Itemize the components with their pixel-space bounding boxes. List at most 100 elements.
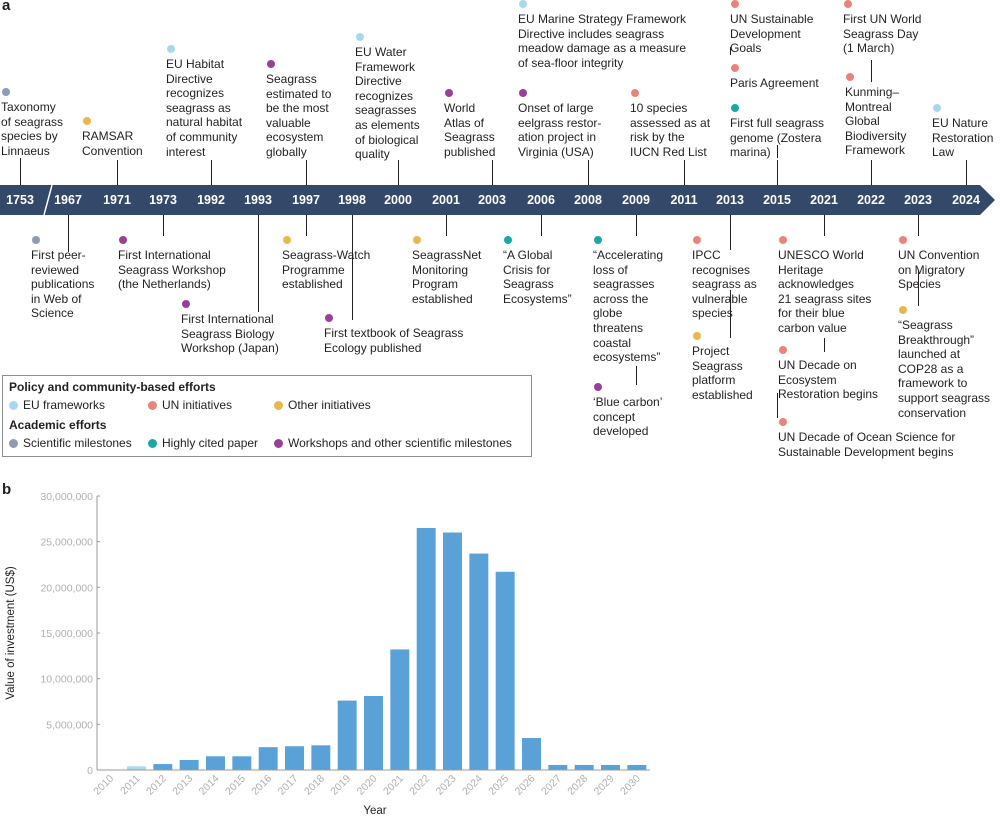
above-event: Paris Agreement [730,64,819,91]
above-event: EU Water Framework Directive recognizes … [355,33,420,162]
event-label: First full seagrass genome (Zostera mari… [730,116,825,160]
timeline-connector [636,366,637,385]
timeline-connector [918,215,919,236]
legend-item-other: Other initiatives [274,398,371,412]
timeline-connector [730,47,731,55]
timeline-year-1997: 1997 [292,193,320,207]
above-event: EU Marine Strategy Framework Directive i… [518,0,686,70]
timeline-connector [117,160,118,185]
timeline-connector [636,215,637,236]
timeline-year-2000: 2000 [384,193,412,207]
timeline-year-2001: 2001 [432,193,460,207]
event-label: First UN World Seagrass Day (1 March) [843,12,922,56]
bar-2025 [495,571,515,770]
event-marker-dot [594,383,602,391]
event-label: Onset of large eelgrass restor- ation pr… [518,101,602,159]
event-marker-dot [693,332,701,340]
bar-2028 [574,764,594,770]
timeline-year-2023: 2023 [904,193,932,207]
above-event: First UN World Seagrass Day (1 March) [843,0,921,56]
x-tick-label: 2010 [91,773,116,798]
event-marker-dot [844,0,852,8]
below-event: First International Seagrass Biology Wor… [181,300,279,356]
event-label: First peer- reviewed publications in Web… [31,248,95,321]
panel-a-letter: a [2,0,11,14]
legend-swatch-eu [9,401,18,410]
bar-2011 [127,766,146,770]
timeline-connector [20,158,21,185]
timeline-year-2003: 2003 [478,193,506,207]
timeline-year-2024: 2024 [952,193,980,207]
y-tick-label: 30,000,000 [40,491,93,503]
timeline-connector [777,393,778,418]
bar-2029 [601,764,620,770]
timeline-connector [730,215,731,250]
timeline-year-1753: 1753 [6,193,34,207]
x-tick-label: 2019 [328,773,353,798]
legend-swatch-un [148,401,157,410]
x-tick-label: 2025 [486,773,511,798]
bar-2020 [364,696,383,770]
event-label: World Atlas of Seagrass published [444,101,496,159]
event-label: Kunming– Montreal Global Biodiversity Fr… [845,85,907,158]
panel-b-letter: b [2,481,12,498]
event-label: UN Convention on Migratory Species [898,248,980,292]
bar-2027 [548,764,568,770]
above-event: First full seagrass genome (Zostera mari… [730,104,824,160]
event-marker-dot [519,0,527,8]
timeline-connector [306,160,307,185]
legend-label-workshop: Workshops and other scientific milestone… [288,436,512,450]
bar-2013 [179,759,199,770]
y-tick-label: 10,000,000 [40,674,93,686]
y-tick-label: 25,000,000 [40,537,93,549]
timeline-year-1992: 1992 [197,193,225,207]
x-tick-label: 2012 [144,773,169,798]
timeline-connector [446,215,447,236]
below-event: UNESCO World Heritage acknowledges 21 se… [778,236,871,336]
timeline-connector [541,215,542,236]
event-label: SeagrassNet Monitoring Program establish… [412,248,482,306]
timeline-year-2006: 2006 [527,193,555,207]
event-label: First International Seagrass Biology Wor… [181,312,279,356]
timeline-year-1993: 1993 [244,193,272,207]
event-marker-dot [779,346,787,354]
below-event: “Accelerating loss of seagrasses across … [593,236,663,365]
event-label: RAMSAR Convention [82,129,143,158]
timeline-connector [398,160,399,185]
x-tick-label: 2017 [276,773,301,798]
below-event: “A Global Crisis for Seagrass Ecosystems… [503,236,572,306]
legend-item-eu: EU frameworks [9,398,105,412]
event-label: First textbook of Seagrass Ecology publi… [324,326,464,355]
timeline-connector [918,270,919,290]
above-event: Taxonomy of seagrass species by Linnaeus [1,88,63,158]
timeline-connector [966,160,967,185]
timeline-connector [258,215,259,312]
timeline-connector [68,215,69,252]
below-event: UN Decade of Ocean Science for Sustainab… [778,418,955,459]
bar-2017 [285,746,304,770]
above-event: 10 species assessed as at risk by the IU… [630,89,710,159]
x-tick-label: 2016 [249,773,274,798]
timeline-connector [306,215,307,236]
event-label: UN Decade of Ocean Science for Sustainab… [778,430,956,459]
x-tick-label: 2023 [434,773,459,798]
x-tick-label: 2029 [592,773,617,798]
event-marker-dot [83,117,91,125]
below-event: ‘Blue carbon’ concept developed [593,383,662,439]
bar-2016 [258,747,278,770]
x-tick-label: 2028 [565,773,590,798]
above-event: World Atlas of Seagrass published [444,89,495,159]
timeline-connector [163,215,164,236]
event-marker-dot [356,33,364,41]
above-event: EU Nature Restoration Law [932,104,993,160]
timeline-year-2015: 2015 [763,193,791,207]
timeline-year-2008: 2008 [574,193,602,207]
above-event: Onset of large eelgrass restor- ation pr… [518,89,601,159]
legend-item-cited: Highly cited paper [148,436,258,450]
x-tick-label: 2014 [197,773,222,798]
timeline-year-1973: 1973 [149,193,177,207]
x-tick-label: 2015 [223,773,248,798]
x-axis-title: Year [363,805,386,816]
event-marker-dot [32,236,40,244]
event-marker-dot [504,236,512,244]
